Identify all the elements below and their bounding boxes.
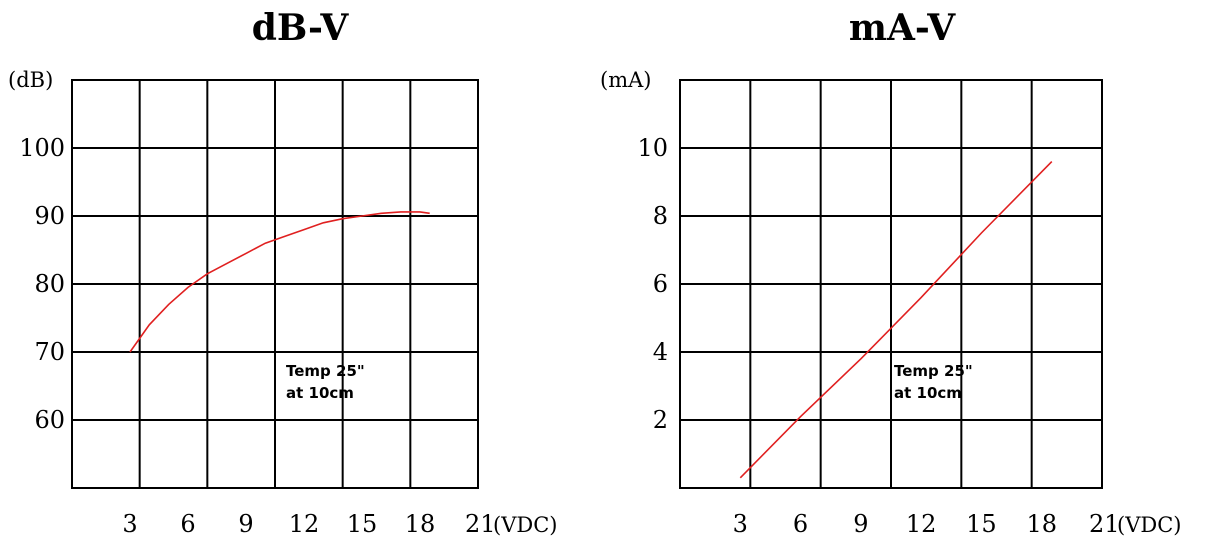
x-tick-label: 15 [966,510,997,538]
y-axis-unit-label: (mA) [600,68,651,92]
x-tick-label: 21 [465,510,496,538]
x-tick-label: 15 [347,510,378,538]
y-tick-label: 2 [653,406,668,434]
y-axis-unit-label: (dB) [8,68,53,92]
annotation-line: at 10cm [286,384,354,402]
x-tick-label: 21 [1089,510,1120,538]
x-axis-unit-label: (VDC) [493,513,557,537]
annotation-line: at 10cm [894,384,962,402]
y-tick-label: 70 [34,338,65,366]
data-series-line [129,211,430,353]
y-tick-label: 90 [34,202,65,230]
x-tick-label: 6 [793,510,808,538]
data-series-line [739,161,1053,479]
y-tick-label: 10 [637,134,668,162]
x-axis-unit-label: (VDC) [1117,513,1181,537]
annotation-line: Temp 25" [894,362,973,380]
x-tick-label: 18 [405,510,436,538]
x-tick-label: 9 [238,510,253,538]
x-tick-label: 9 [853,510,868,538]
x-tick-label: 3 [733,510,748,538]
y-tick-label: 4 [653,338,668,366]
x-tick-label: 18 [1026,510,1057,538]
annotation-line: Temp 25" [286,362,365,380]
x-tick-label: 12 [906,510,937,538]
x-tick-label: 3 [122,510,137,538]
chart-title: dB-V [252,7,350,49]
y-tick-label: 6 [653,270,668,298]
y-tick-label: 80 [34,270,65,298]
x-tick-label: 6 [180,510,195,538]
y-tick-label: 8 [653,202,668,230]
y-tick-label: 100 [19,134,65,162]
x-tick-label: 12 [289,510,320,538]
chart-title: mA-V [849,7,956,49]
y-tick-label: 60 [34,406,65,434]
